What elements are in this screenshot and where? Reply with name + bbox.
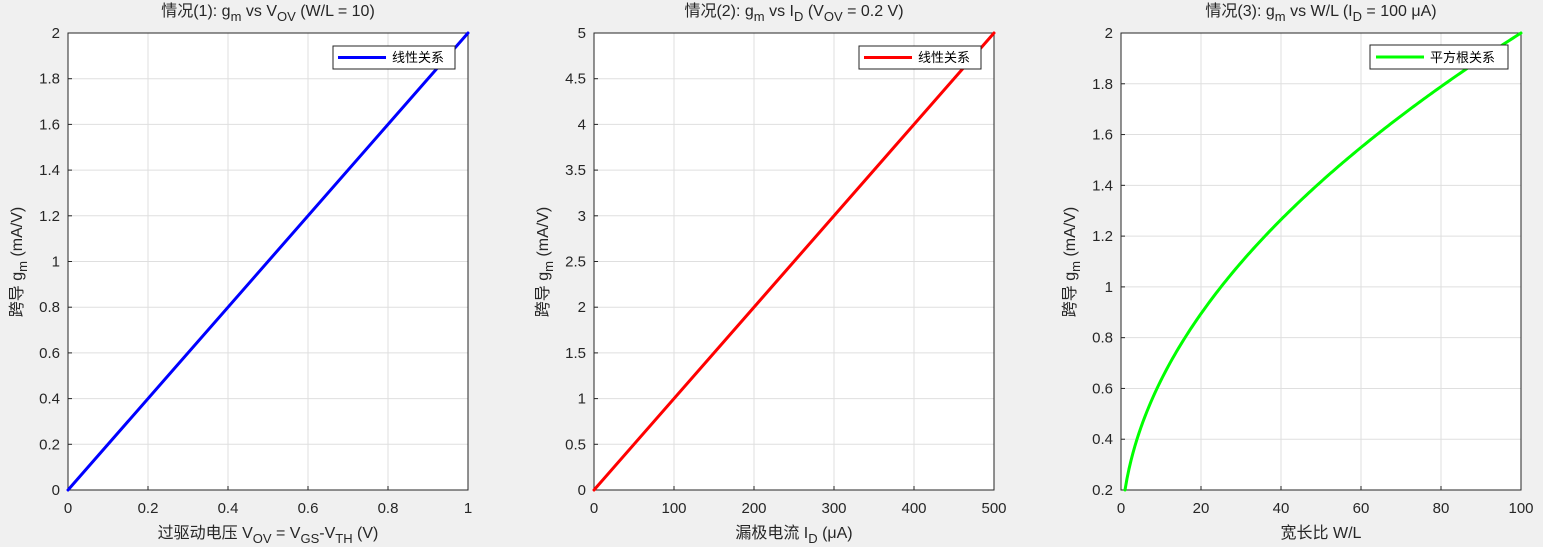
y-tick-label: 2	[52, 25, 60, 42]
y-axis-label: 跨导 gm (mA/V)	[8, 207, 30, 317]
y-tick-label: 0.8	[1092, 330, 1113, 347]
x-tick-label: 80	[1433, 500, 1450, 517]
x-tick-label: 0.6	[298, 500, 319, 517]
y-tick-label: 4.5	[565, 71, 586, 88]
y-tick-label: 0.8	[39, 299, 60, 316]
y-tick-label: 2.5	[565, 254, 586, 271]
x-tick-label: 0	[64, 500, 72, 517]
x-tick-label: 0	[590, 500, 598, 517]
series-line	[66, 31, 470, 492]
legend-box	[332, 45, 456, 70]
x-tick-label: 40	[1273, 500, 1290, 517]
x-tick-label: 0.2	[138, 500, 159, 517]
series	[66, 31, 470, 492]
chart-title: 情况(2): gm vs ID (VOV = 0.2 V)	[684, 2, 903, 24]
y-tick-label: 2	[578, 299, 586, 316]
x-tick-label: 1	[464, 500, 472, 517]
y-tick-label: 2	[1105, 25, 1113, 42]
x-tick-label: 200	[741, 500, 766, 517]
y-tick-label: 0.4	[39, 391, 60, 408]
plot-area	[1121, 33, 1521, 490]
y-tick-label: 1.4	[1092, 177, 1113, 194]
chart-title: 情况(1): gm vs VOV (W/L = 10)	[161, 2, 375, 24]
y-tick-label: 0.6	[39, 345, 60, 362]
panel-2: 0 100 200 300 400 500 0 0.5 1 1.5 2 2.5 3 3.5 4 4.5 5 情况…	[534, 2, 1007, 546]
y-axis-label: 跨导 gm (mA/V)	[1061, 207, 1083, 317]
y-tick-label: 3.5	[565, 162, 586, 179]
y-tick-label: 1.8	[39, 71, 60, 88]
legend-label: 线性关系	[392, 50, 444, 65]
x-axis-label: 宽长比 W/L	[1281, 524, 1362, 542]
legend: 平方根关系	[1369, 44, 1509, 70]
series-line	[592, 31, 996, 492]
series-line	[1123, 31, 1523, 492]
y-tick-label: 1.4	[39, 162, 60, 179]
y-tick-label: 1	[52, 254, 60, 271]
x-tick-label: 300	[821, 500, 846, 517]
x-axis-label: 漏极电流 ID (μA)	[735, 524, 852, 546]
x-axis-label: 过驱动电压 VOV = VGS-VTH (V)	[158, 524, 379, 546]
x-tick-label: 500	[981, 500, 1006, 517]
y-tick-label: 0.4	[1092, 431, 1113, 448]
legend-label: 线性关系	[918, 50, 970, 65]
y-tick-label: 1	[578, 391, 586, 408]
y-tick-label: 0	[578, 482, 586, 499]
legend: 线性关系	[332, 45, 456, 70]
x-tick-label: 0.4	[218, 500, 239, 517]
y-tick-label: 4	[578, 116, 586, 133]
y-tick-label: 0.2	[39, 436, 60, 453]
series	[1123, 31, 1523, 492]
ticks: 0 0.2 0.4 0.6 0.8 1 0 0.2 0.4 0.6 0.8 1 1.2 1.4 1.6 1.8…	[39, 25, 472, 517]
x-tick-label: 0.8	[378, 500, 399, 517]
x-tick-label: 0	[1117, 500, 1125, 517]
series	[592, 31, 996, 492]
legend-box	[858, 45, 982, 70]
legend-label: 平方根关系	[1430, 50, 1495, 65]
panel-1: 0 0.2 0.4 0.6 0.8 1 0 0.2 0.4 0.6 0.8 1 1.2 1.4 1.6 1.8…	[8, 2, 472, 546]
y-tick-label: 3	[578, 208, 586, 225]
y-tick-label: 0	[52, 482, 60, 499]
y-tick-label: 1.6	[1092, 127, 1113, 144]
y-tick-label: 1.5	[565, 345, 586, 362]
x-tick-label: 20	[1193, 500, 1210, 517]
y-tick-label: 1	[1105, 279, 1113, 296]
ticks: 0 100 200 300 400 500 0 0.5 1 1.5 2 2.5 3 3.5 4 4.5 5	[565, 25, 1006, 517]
x-tick-label: 60	[1353, 500, 1370, 517]
y-tick-label: 0.6	[1092, 380, 1113, 397]
y-axis-label: 跨导 gm (mA/V)	[534, 207, 556, 317]
y-tick-label: 0.5	[565, 436, 586, 453]
y-tick-label: 1.2	[39, 208, 60, 225]
ticks: 0 20 40 60 80 100 0.2 0.4 0.6 0.8 1 1.2 1.4 1.6 1.8 2	[1092, 25, 1533, 517]
legend: 线性关系	[858, 45, 982, 70]
grid	[67, 32, 469, 491]
x-tick-label: 100	[1508, 500, 1533, 517]
y-tick-label: 1.6	[39, 116, 60, 133]
x-tick-label: 400	[901, 500, 926, 517]
x-tick-label: 100	[661, 500, 686, 517]
y-tick-label: 5	[578, 25, 586, 42]
panel-3: 0 20 40 60 80 100 0.2 0.4 0.6 0.8 1 1.2 1.4 1.6 1.8 2 情…	[1061, 2, 1534, 542]
y-tick-label: 1.2	[1092, 228, 1113, 245]
y-tick-label: 1.8	[1092, 76, 1113, 93]
axes-box	[1120, 32, 1522, 491]
chart-title: 情况(3): gm vs W/L (ID = 100 μA)	[1205, 2, 1436, 24]
y-tick-label: 0.2	[1092, 482, 1113, 499]
